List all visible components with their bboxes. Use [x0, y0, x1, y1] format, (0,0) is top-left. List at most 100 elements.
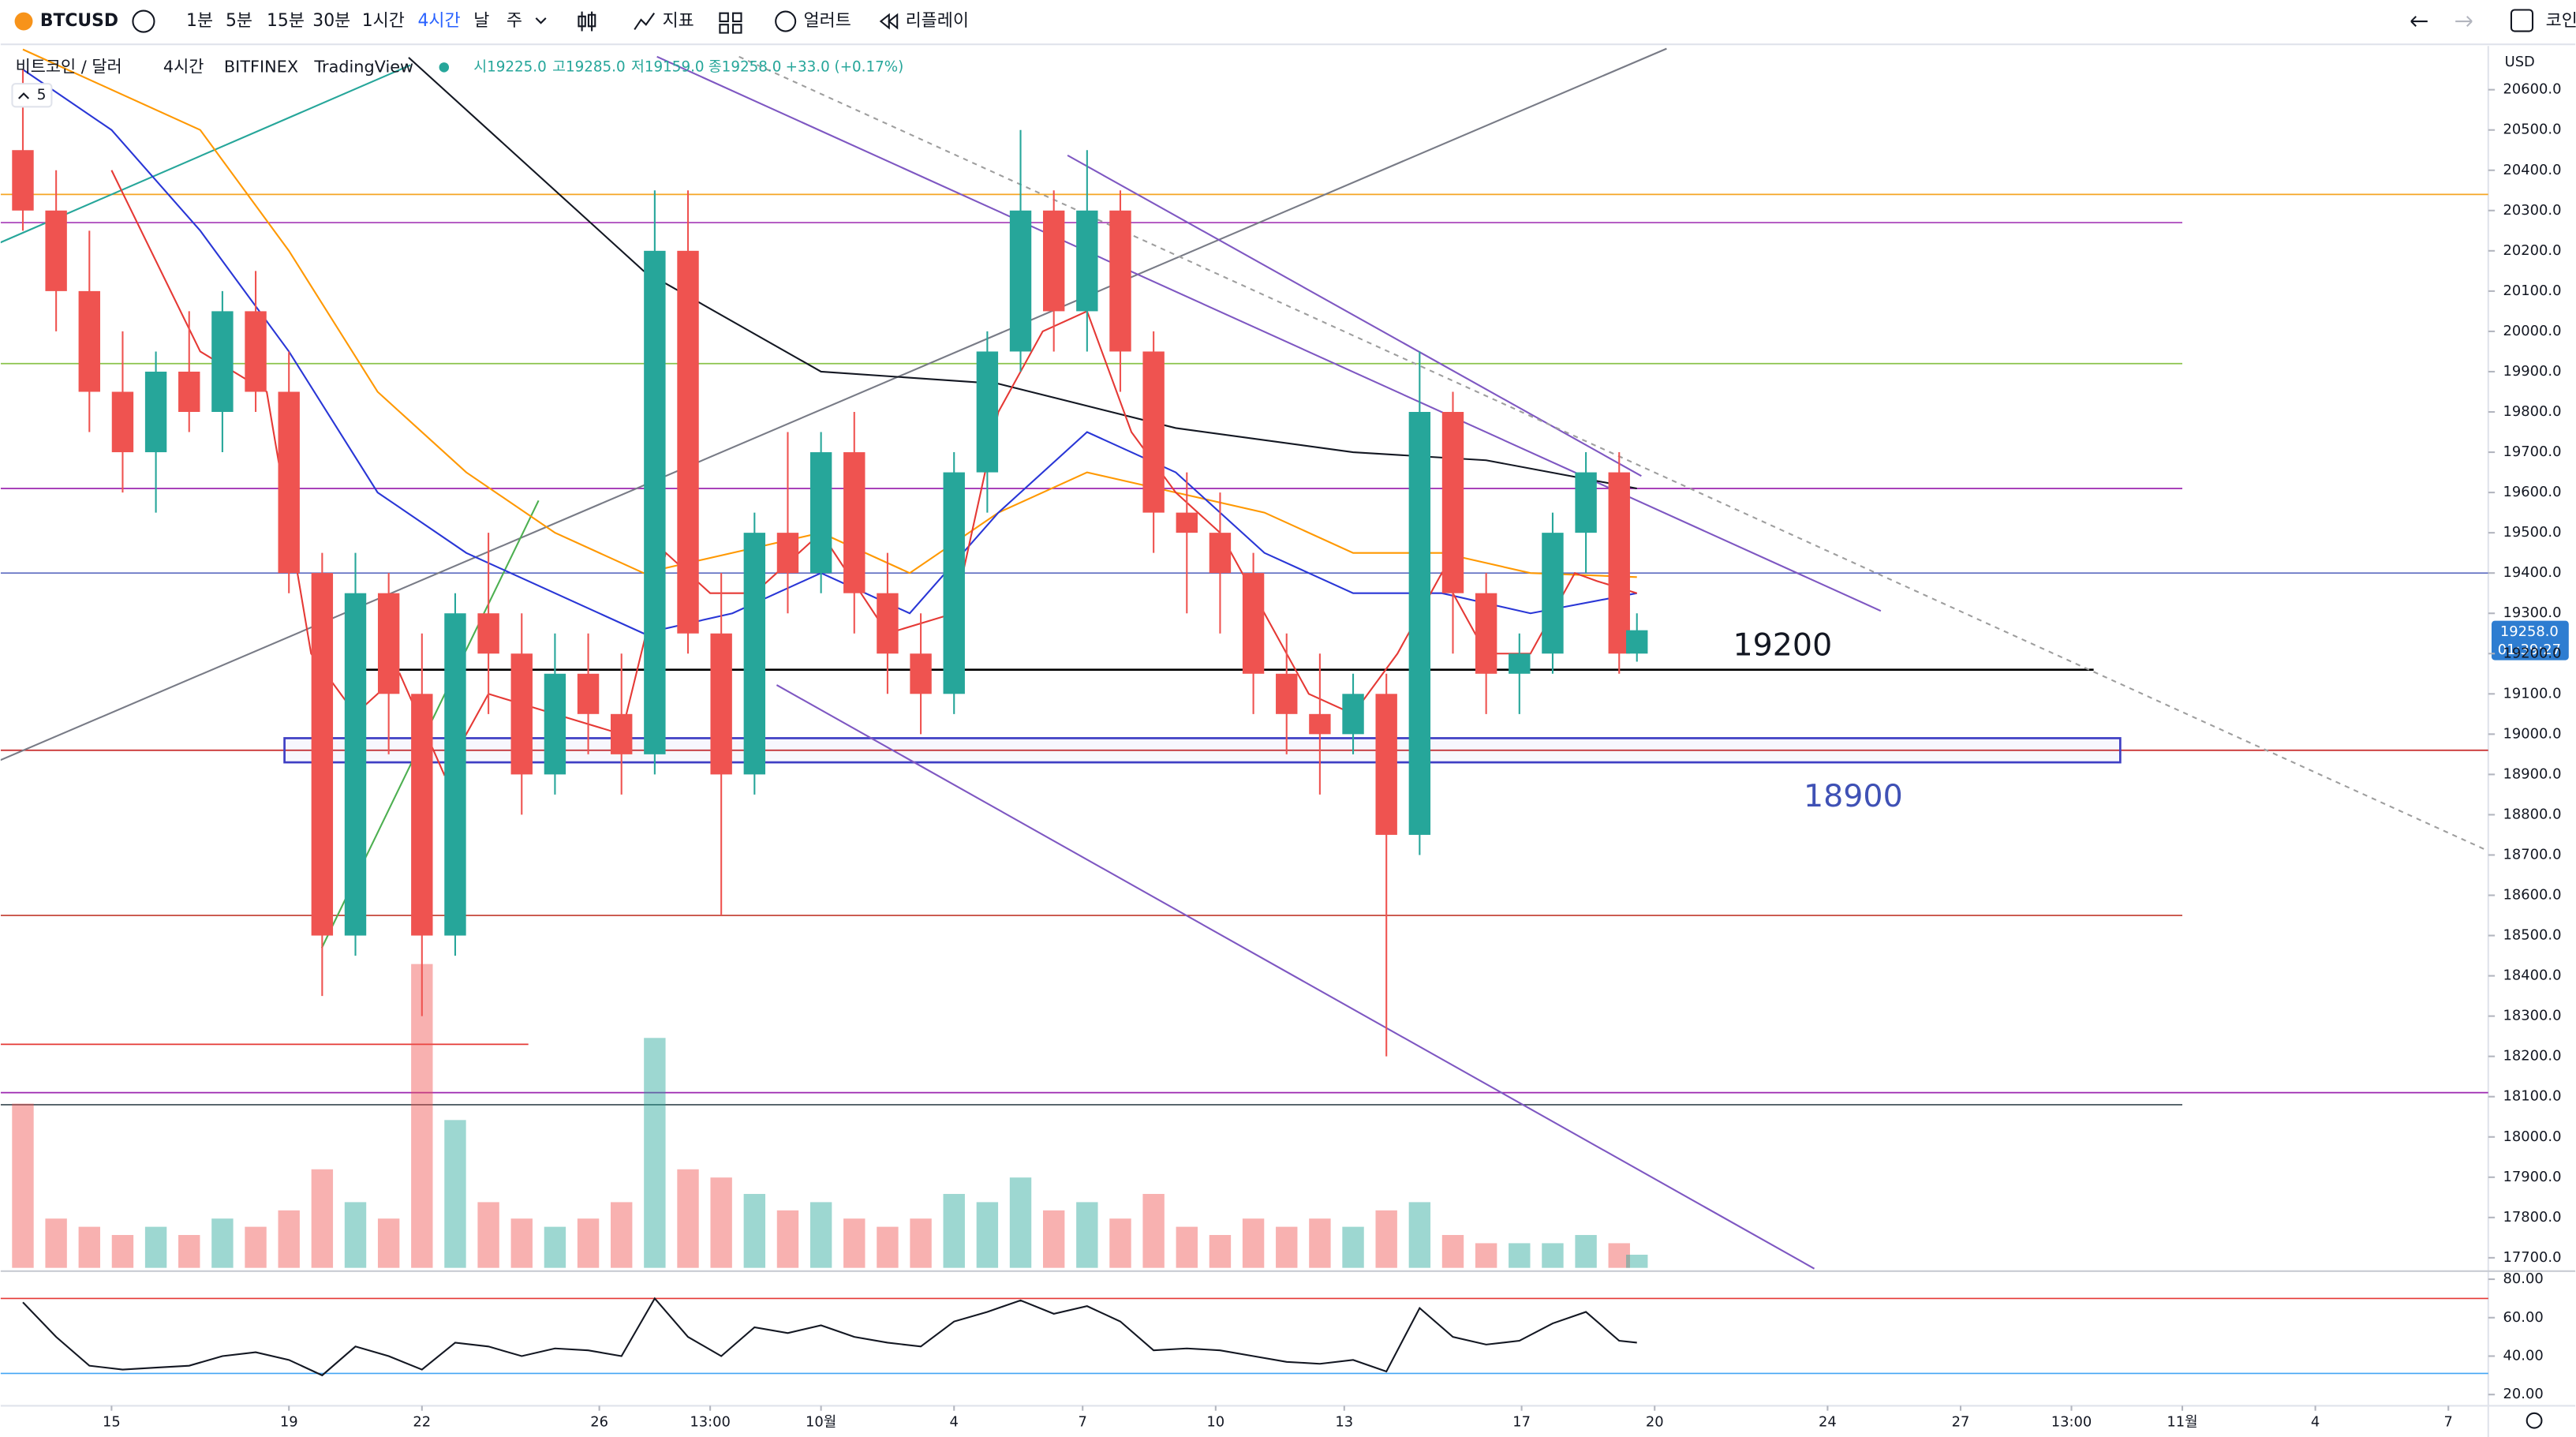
interval[interactable]: 5분: [226, 11, 252, 31]
y-tick-label: 17900.0: [2503, 1169, 2562, 1185]
y-tick-label: 20500.0: [2503, 122, 2562, 138]
candle-body: [843, 452, 866, 593]
y-tick-label: 19800.0: [2503, 403, 2562, 420]
rsi-tick-label: 40.00: [2503, 1347, 2544, 1364]
y-tick-label: 19200.0: [2503, 645, 2562, 661]
y-tick-label: 19700.0: [2503, 443, 2562, 460]
candle-body: [710, 633, 732, 775]
toolbar: BTCUSD 1분 5분 15분 30분 1시간 4시간 날 주 지표 얼러트 …: [0, 9, 2576, 46]
candle-body: [1009, 210, 1032, 352]
interval[interactable]: 1시간: [362, 11, 405, 31]
candle-body: [1509, 653, 1531, 674]
volume-bar: [1342, 1226, 1364, 1268]
volume-bar: [677, 1169, 699, 1268]
x-tick-label: 20: [1646, 1413, 1664, 1430]
y-tick-label: 18400.0: [2503, 967, 2562, 984]
candle-body: [743, 533, 766, 775]
volume-bar: [843, 1218, 866, 1268]
candle-body: [577, 673, 600, 714]
interval[interactable]: 주: [507, 11, 522, 31]
y-tick-label: 17700.0: [2503, 1249, 2562, 1266]
volume-bar: [1608, 1243, 1630, 1268]
overlay: 비트코인 / 달러 4시간 BITFINEX TradingView 시1922…: [0, 54, 2569, 1430]
candle-body: [776, 533, 799, 574]
add-symbol[interactable]: [132, 9, 155, 33]
candle-body: [245, 311, 267, 392]
x-tick-label: 13:00: [2051, 1413, 2092, 1430]
candle-body: [1109, 210, 1131, 352]
interval[interactable]: 날: [473, 11, 489, 31]
trend-line: [0, 47, 1667, 762]
redo[interactable]: [2455, 16, 2473, 28]
undo[interactable]: [2410, 16, 2428, 28]
replay-icon[interactable]: [879, 13, 899, 30]
y-tick-label: 20600.0: [2503, 81, 2562, 98]
legend-exchange: BITFINEX: [224, 57, 298, 76]
volume-bar: [45, 1218, 67, 1268]
indicator-toggle[interactable]: [11, 83, 53, 108]
legend-change: +33.0 (+0.17%): [786, 58, 904, 75]
x-tick-label: 24: [1819, 1413, 1837, 1430]
volume-bar: [710, 1177, 732, 1268]
candle-body: [1342, 694, 1364, 735]
volume-bar: [444, 1120, 466, 1268]
currency: USD: [2505, 54, 2535, 70]
candle-body: [1375, 694, 1397, 835]
volume-bar: [1076, 1202, 1098, 1268]
x-tick-label: 4: [950, 1413, 959, 1430]
y-tick-label: 20300.0: [2503, 202, 2562, 219]
candle-body: [12, 150, 34, 211]
indicator-count[interactable]: 5: [37, 87, 47, 103]
candle-body: [1575, 472, 1597, 533]
alert-icon[interactable]: [775, 10, 797, 32]
legend-close: 종19258.0: [708, 58, 782, 75]
layout-icon[interactable]: [719, 12, 742, 34]
interval[interactable]: 30분: [312, 11, 350, 31]
candle-body: [1309, 713, 1331, 735]
coin-icon: [14, 12, 33, 31]
candle-body: [1542, 533, 1564, 654]
interval[interactable]: 1분: [186, 11, 213, 31]
y-tick-label: 19300.0: [2503, 604, 2562, 621]
replay[interactable]: 리플레이: [906, 11, 969, 31]
volume-bar: [1626, 1254, 1648, 1268]
legend-open: 시19225.0: [473, 58, 547, 75]
price-tag: [2491, 620, 2569, 660]
candle-body: [510, 653, 533, 775]
volume-bar: [976, 1202, 999, 1268]
y-tick-label: 18800.0: [2503, 806, 2562, 822]
chart-type-icon[interactable]: [578, 11, 596, 32]
indicator-icon[interactable]: [634, 13, 656, 31]
interval[interactable]: 15분: [267, 11, 305, 31]
candle-body: [644, 250, 666, 754]
alert[interactable]: 얼러트: [804, 11, 851, 31]
x-tick-label: 26: [590, 1413, 608, 1430]
right-label[interactable]: 코인: [2546, 11, 2576, 31]
trend-line: [0, 64, 411, 244]
candle-body: [611, 713, 633, 754]
x-tick-label: 7: [2444, 1413, 2453, 1430]
settings[interactable]: [2526, 1412, 2543, 1429]
candle-body: [311, 573, 334, 936]
indicators[interactable]: 지표: [663, 11, 694, 31]
y-tick-label: 18100.0: [2503, 1088, 2562, 1105]
interval-active[interactable]: 4시간: [417, 11, 460, 31]
rsi-tick-label: 80.00: [2503, 1270, 2544, 1287]
annotation: 19200: [1733, 627, 1832, 663]
candle-body: [477, 613, 499, 654]
chevron[interactable]: [18, 92, 29, 99]
candle-body: [1209, 533, 1232, 574]
chevron[interactable]: [535, 17, 547, 24]
volume-bar: [477, 1202, 499, 1268]
volume-bar: [1441, 1235, 1464, 1268]
symbol[interactable]: BTCUSD: [40, 11, 118, 31]
y-tick-label: 20400.0: [2503, 162, 2562, 178]
candle-body: [1176, 512, 1198, 533]
status-dot: [439, 62, 450, 73]
y-tick-label: 17800.0: [2503, 1209, 2562, 1226]
volume-bar: [877, 1226, 899, 1268]
candle-body: [1042, 210, 1065, 312]
fullscreen[interactable]: [2510, 9, 2534, 32]
y-tick-label: 19100.0: [2503, 685, 2562, 702]
volume-bar: [943, 1193, 965, 1268]
